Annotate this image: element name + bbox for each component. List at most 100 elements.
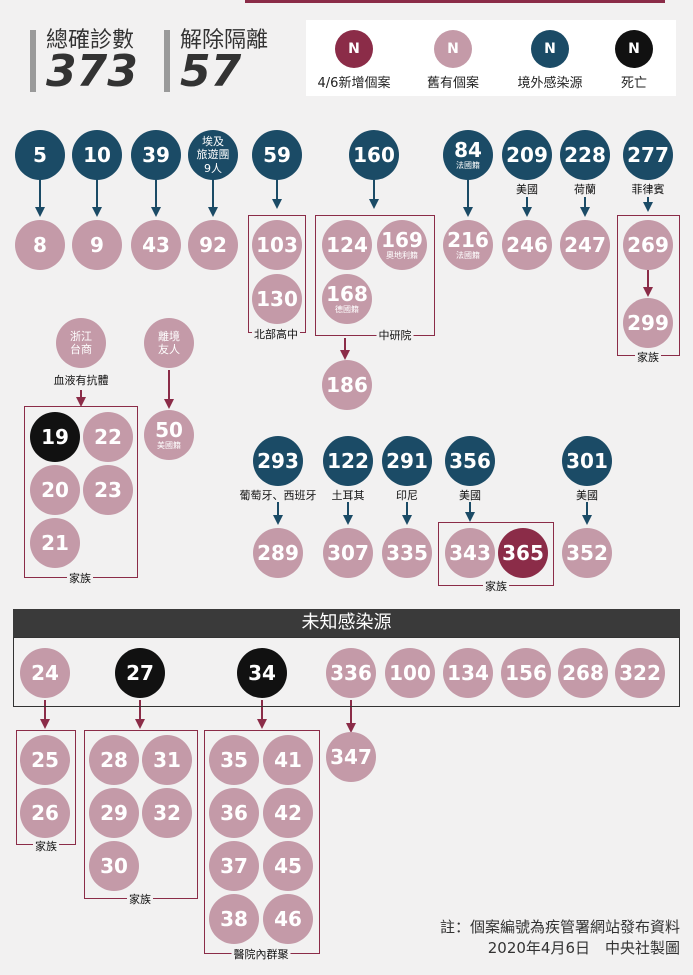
case-node: 41 — [263, 735, 313, 785]
case-number: 269 — [627, 233, 669, 257]
group-label-family-19: 家族 — [67, 570, 93, 586]
case-node: 156 — [501, 648, 551, 698]
case-number: 25 — [31, 748, 59, 772]
case-number: 335 — [386, 541, 428, 565]
case-number: 19 — [41, 425, 69, 449]
case-number: 42 — [274, 801, 302, 825]
egypt-line-3: 9人 — [204, 161, 222, 175]
case-node: 186 — [322, 360, 372, 410]
case-number: 299 — [627, 311, 669, 335]
case-number: 32 — [153, 801, 181, 825]
case-node: 336 — [326, 648, 376, 698]
case-number: 289 — [257, 541, 299, 565]
case-number: 122 — [327, 449, 369, 473]
origin-label: 美國 — [576, 489, 598, 502]
case-nationality: 德國籍 — [335, 305, 359, 314]
legend-label-new: 4/6新增個案 — [317, 76, 391, 91]
case-node: 347 — [326, 732, 376, 782]
case-nationality: 法國籍 — [456, 251, 480, 260]
origin-label: 菲律賓 — [631, 183, 665, 196]
case-node: 291 — [382, 436, 432, 486]
case-number: 41 — [274, 748, 302, 772]
origin-label: 印尼 — [396, 489, 418, 502]
origin-label: 荷蘭 — [574, 183, 596, 196]
case-node-zhejiang-businessman: 浙江 台商 — [56, 318, 106, 368]
case-node: 293 — [253, 436, 303, 486]
unknown-source-box — [13, 637, 680, 707]
case-number: 246 — [506, 233, 548, 257]
case-node: 209 — [502, 130, 552, 180]
legend-swatch-death: N — [615, 30, 653, 68]
case-node: 269 — [623, 220, 673, 270]
group-box-academia — [315, 215, 435, 336]
case-number: 100 — [389, 661, 431, 685]
case-node: 299 — [623, 298, 673, 348]
case-node: 37 — [209, 841, 259, 891]
group-label-family-343: 家族 — [483, 578, 509, 594]
case-node: 103 — [252, 220, 302, 270]
case-number: 43 — [142, 233, 170, 257]
case-node-departed-friend: 離境 友人 — [144, 318, 194, 368]
case-number: 291 — [386, 449, 428, 473]
footnote-credit: 2020年4月6日 中央社製圖 — [487, 939, 680, 957]
case-number: 84 — [454, 138, 482, 162]
case-node: 28 — [89, 735, 139, 785]
case-number: 156 — [505, 661, 547, 685]
case-number: 59 — [263, 143, 291, 167]
group-label-family-269: 家族 — [635, 349, 661, 365]
case-number: 356 — [449, 449, 491, 473]
released-value: 57 — [180, 46, 242, 97]
case-node: 169 奧地利籍 — [377, 220, 427, 270]
case-node-egypt-tour: 埃及 旅遊團 9人 — [188, 130, 238, 180]
case-number: 216 — [447, 228, 489, 252]
case-number: 5 — [33, 143, 47, 167]
case-node: 9 — [72, 220, 122, 270]
case-node: 277 — [623, 130, 673, 180]
legend-swatch-new: N — [335, 30, 373, 68]
case-number: 92 — [199, 233, 227, 257]
case-number: 35 — [220, 748, 248, 772]
case-number: 50 — [155, 418, 183, 442]
case-number: 124 — [326, 233, 368, 257]
legend-item-imported: N 境外感染源 — [510, 30, 590, 91]
case-number: 268 — [562, 661, 604, 685]
case-node: 30 — [89, 841, 139, 891]
friend-line-2: 友人 — [158, 343, 180, 356]
case-node: 100 — [385, 648, 435, 698]
egypt-line-2: 旅遊團 — [196, 148, 230, 162]
case-number: 277 — [627, 143, 669, 167]
case-nationality: 奧地利籍 — [386, 251, 418, 260]
case-node: 92 — [188, 220, 238, 270]
case-number: 28 — [100, 748, 128, 772]
case-node: 34 — [237, 648, 287, 698]
case-node: 21 — [30, 518, 80, 568]
case-node: 31 — [142, 735, 192, 785]
case-number: 168 — [326, 282, 368, 306]
footnote: 註：個案編號為疾管署網站發布資料 2020年4月6日 中央社製圖 — [400, 916, 680, 958]
case-node: 38 — [209, 894, 259, 944]
case-number: 8 — [33, 233, 47, 257]
unknown-source-header: 未知感染源 — [13, 609, 680, 637]
case-number: 301 — [566, 449, 608, 473]
case-nationality: 美國籍 — [157, 441, 181, 450]
case-node: 20 — [30, 465, 80, 515]
egypt-line-1: 埃及 — [202, 135, 224, 149]
origin-label: 土耳其 — [331, 489, 365, 502]
group-label-north-high: 北部高中 — [252, 326, 300, 342]
case-number: 36 — [220, 801, 248, 825]
case-number: 307 — [327, 541, 369, 565]
case-node: 356 — [445, 436, 495, 486]
case-nationality: 法國籍 — [456, 161, 480, 170]
case-number: 23 — [94, 478, 122, 502]
origin-label: 美國 — [459, 489, 481, 502]
zj-line-1: 浙江 — [70, 329, 92, 343]
case-number: 228 — [564, 143, 606, 167]
case-number: 343 — [449, 541, 491, 565]
case-node: 84 法國籍 — [443, 130, 493, 180]
case-node: 42 — [263, 788, 313, 838]
legend-label-imported: 境外感染源 — [517, 76, 583, 91]
case-node: 301 — [562, 436, 612, 486]
zj-line-2: 台商 — [70, 343, 92, 356]
case-number: 160 — [353, 143, 395, 167]
case-node: 59 — [252, 130, 302, 180]
